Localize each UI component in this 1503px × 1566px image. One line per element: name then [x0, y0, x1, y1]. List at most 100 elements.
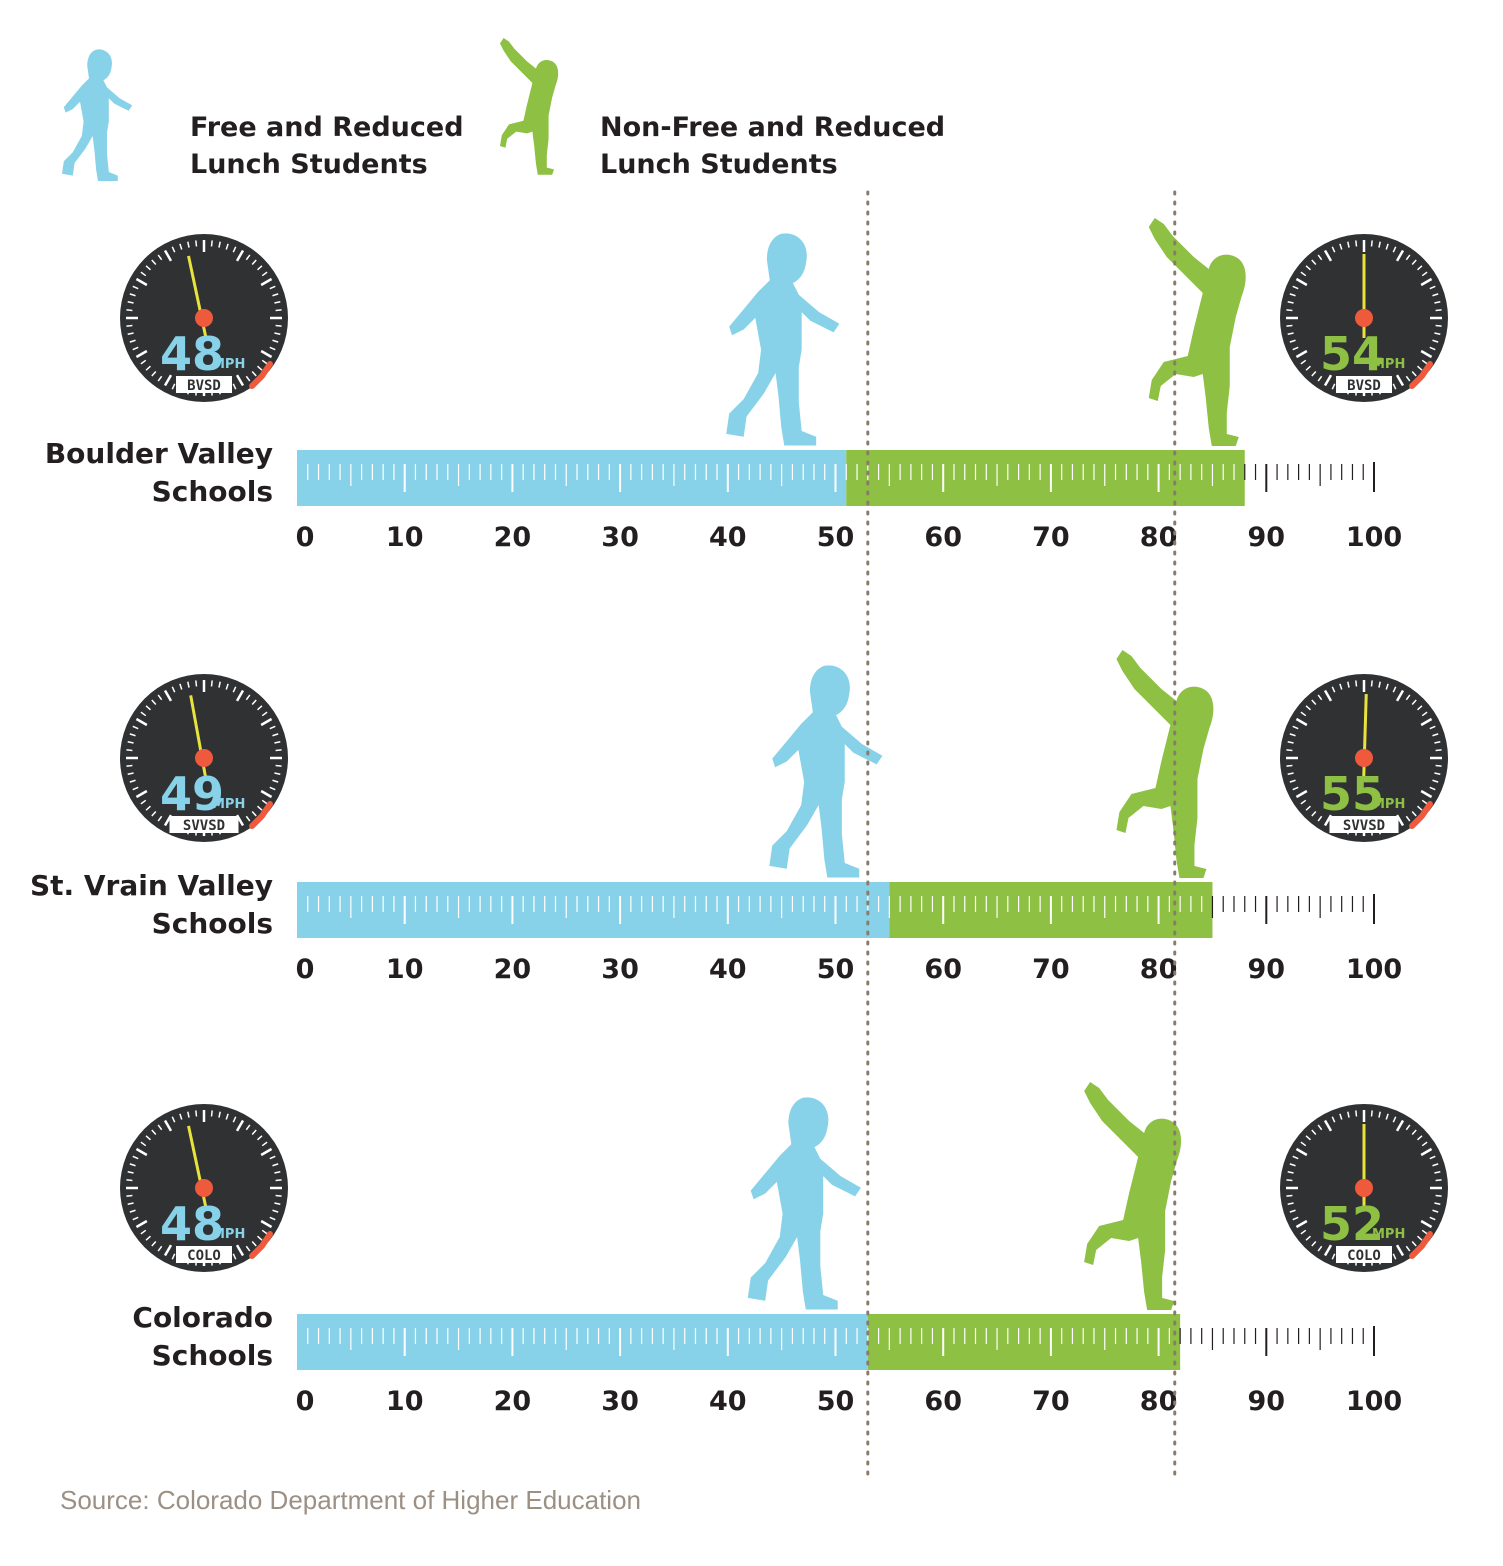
legend-label-non-free-reduced: Non-Free and Reduced Lunch Students — [600, 112, 945, 180]
gauge-unit: MPH — [212, 1227, 245, 1242]
walking-child-silhouette-icon — [769, 665, 883, 878]
x-tick-label: 70 — [1032, 522, 1070, 553]
redline-mark — [1409, 801, 1433, 829]
gauge-unit: MPH — [212, 357, 245, 372]
redline-mark — [1409, 1231, 1433, 1259]
legend-label-free-reduced: Free and Reduced Lunch Students — [190, 112, 464, 180]
x-tick-label: 10 — [386, 954, 424, 985]
chart-row: Boulder Valley Schools 0 10 20 30 40 50 60 70 80 90… — [45, 218, 1448, 553]
gauge-hub — [195, 1179, 213, 1197]
gauge-code: COLO — [187, 1248, 221, 1264]
gauge-value: 54 — [1320, 327, 1384, 381]
chart-rows: Boulder Valley Schools 0 10 20 30 40 50 60 70 80 90… — [30, 218, 1448, 1417]
reaching-child-silhouette-icon — [1084, 1082, 1182, 1310]
legend: Free and Reduced Lunch Students Non-Free a… — [62, 38, 945, 181]
bar-free-reduced — [297, 450, 847, 506]
x-tick-label: 100 — [1346, 954, 1402, 985]
gauge-hub — [1355, 309, 1373, 327]
x-tick-label: 80 — [1140, 954, 1178, 985]
walking-child-silhouette-icon — [726, 233, 840, 446]
gauge-unit: MPH — [1372, 797, 1405, 812]
x-tick-label: 30 — [601, 1386, 639, 1417]
x-tick-label: 20 — [494, 1386, 532, 1417]
redline-mark — [249, 801, 273, 829]
x-tick-label: 50 — [817, 1386, 855, 1417]
x-tick-label: 70 — [1032, 954, 1070, 985]
gauge-hub — [195, 309, 213, 327]
gauge-hub — [195, 749, 213, 767]
gauge-code-box — [176, 1246, 232, 1263]
gauge-unit: MPH — [1372, 1227, 1405, 1242]
gauge-unit: MPH — [212, 797, 245, 812]
x-tick-label: 70 — [1032, 1386, 1070, 1417]
x-tick-label: 50 — [817, 954, 855, 985]
walking-child-silhouette-icon — [726, 233, 840, 446]
x-tick-label: 50 — [817, 522, 855, 553]
reference-lines — [866, 190, 1177, 1478]
bar-non-free-reduced — [846, 450, 1245, 506]
x-tick-label: 100 — [1346, 1386, 1402, 1417]
walking-child-silhouette-icon — [747, 1097, 861, 1310]
reaching-child-silhouette-icon — [1116, 650, 1214, 878]
chart-row: St. Vrain Valley Schools 0 10 20 30 40 50 60 70 80… — [30, 650, 1448, 985]
x-tick-label: 20 — [494, 522, 532, 553]
x-tick-label: 20 — [494, 954, 532, 985]
x-tick-label: 10 — [386, 1386, 424, 1417]
x-tick-label: 30 — [601, 522, 639, 553]
gauge-value: 55 — [1320, 767, 1384, 821]
bar-free-reduced — [297, 882, 890, 938]
x-tick-label: 0 — [296, 522, 315, 553]
redline-mark — [249, 1231, 273, 1259]
category-label: Boulder Valley Schools — [45, 437, 273, 508]
gauge-value: 48 — [160, 1197, 224, 1251]
x-tick-label: 80 — [1140, 522, 1178, 553]
x-tick-label: 60 — [924, 522, 962, 553]
bar-free-reduced — [297, 1314, 868, 1370]
gauge-code: SVVSD — [183, 818, 225, 834]
redline-mark — [249, 361, 273, 389]
gauge-code: COLO — [1347, 1248, 1381, 1264]
x-tick-label: 0 — [296, 1386, 315, 1417]
gauge-code-box — [1329, 816, 1399, 833]
reaching-child-silhouette-icon — [1148, 218, 1246, 446]
x-tick-label: 90 — [1248, 1386, 1286, 1417]
x-tick-label: 10 — [386, 522, 424, 553]
category-label: St. Vrain Valley Schools — [30, 869, 273, 940]
source-note: Source: Colorado Department of Higher Ed… — [60, 1485, 641, 1515]
x-tick-label: 60 — [924, 1386, 962, 1417]
gauge-hub — [1355, 749, 1373, 767]
walking-child-silhouette-icon — [62, 49, 133, 181]
x-tick-label: 40 — [709, 522, 747, 553]
x-tick-label: 80 — [1140, 1386, 1178, 1417]
legend-free-reduced-icon — [62, 49, 133, 181]
gauge-code-box — [1336, 1246, 1392, 1263]
x-tick-label: 90 — [1248, 522, 1286, 553]
bar-non-free-reduced — [867, 1314, 1181, 1370]
x-tick-label: 30 — [601, 954, 639, 985]
gauge-code: BVSD — [187, 378, 221, 394]
gauge-code: SVVSD — [1343, 818, 1385, 834]
x-tick-label: 90 — [1248, 954, 1286, 985]
reaching-child-silhouette-icon — [1116, 650, 1214, 878]
gauge-value: 52 — [1320, 1197, 1384, 1251]
gauge-code-box — [176, 376, 232, 393]
x-tick-label: 40 — [709, 1386, 747, 1417]
x-tick-label: 60 — [924, 954, 962, 985]
gauge-code: BVSD — [1347, 378, 1381, 394]
reaching-child-silhouette-icon — [500, 38, 559, 175]
redline-mark — [1409, 361, 1433, 389]
reaching-child-silhouette-icon — [1084, 1082, 1182, 1310]
gauge-value: 48 — [160, 327, 224, 381]
walking-child-silhouette-icon — [747, 1097, 861, 1310]
gauge-unit: MPH — [1372, 357, 1405, 372]
gauge-hub — [1355, 1179, 1373, 1197]
gauge-code-box — [169, 816, 239, 833]
reaching-child-silhouette-icon — [1148, 218, 1246, 446]
gauge-code-box — [1336, 376, 1392, 393]
x-tick-label: 100 — [1346, 522, 1402, 553]
